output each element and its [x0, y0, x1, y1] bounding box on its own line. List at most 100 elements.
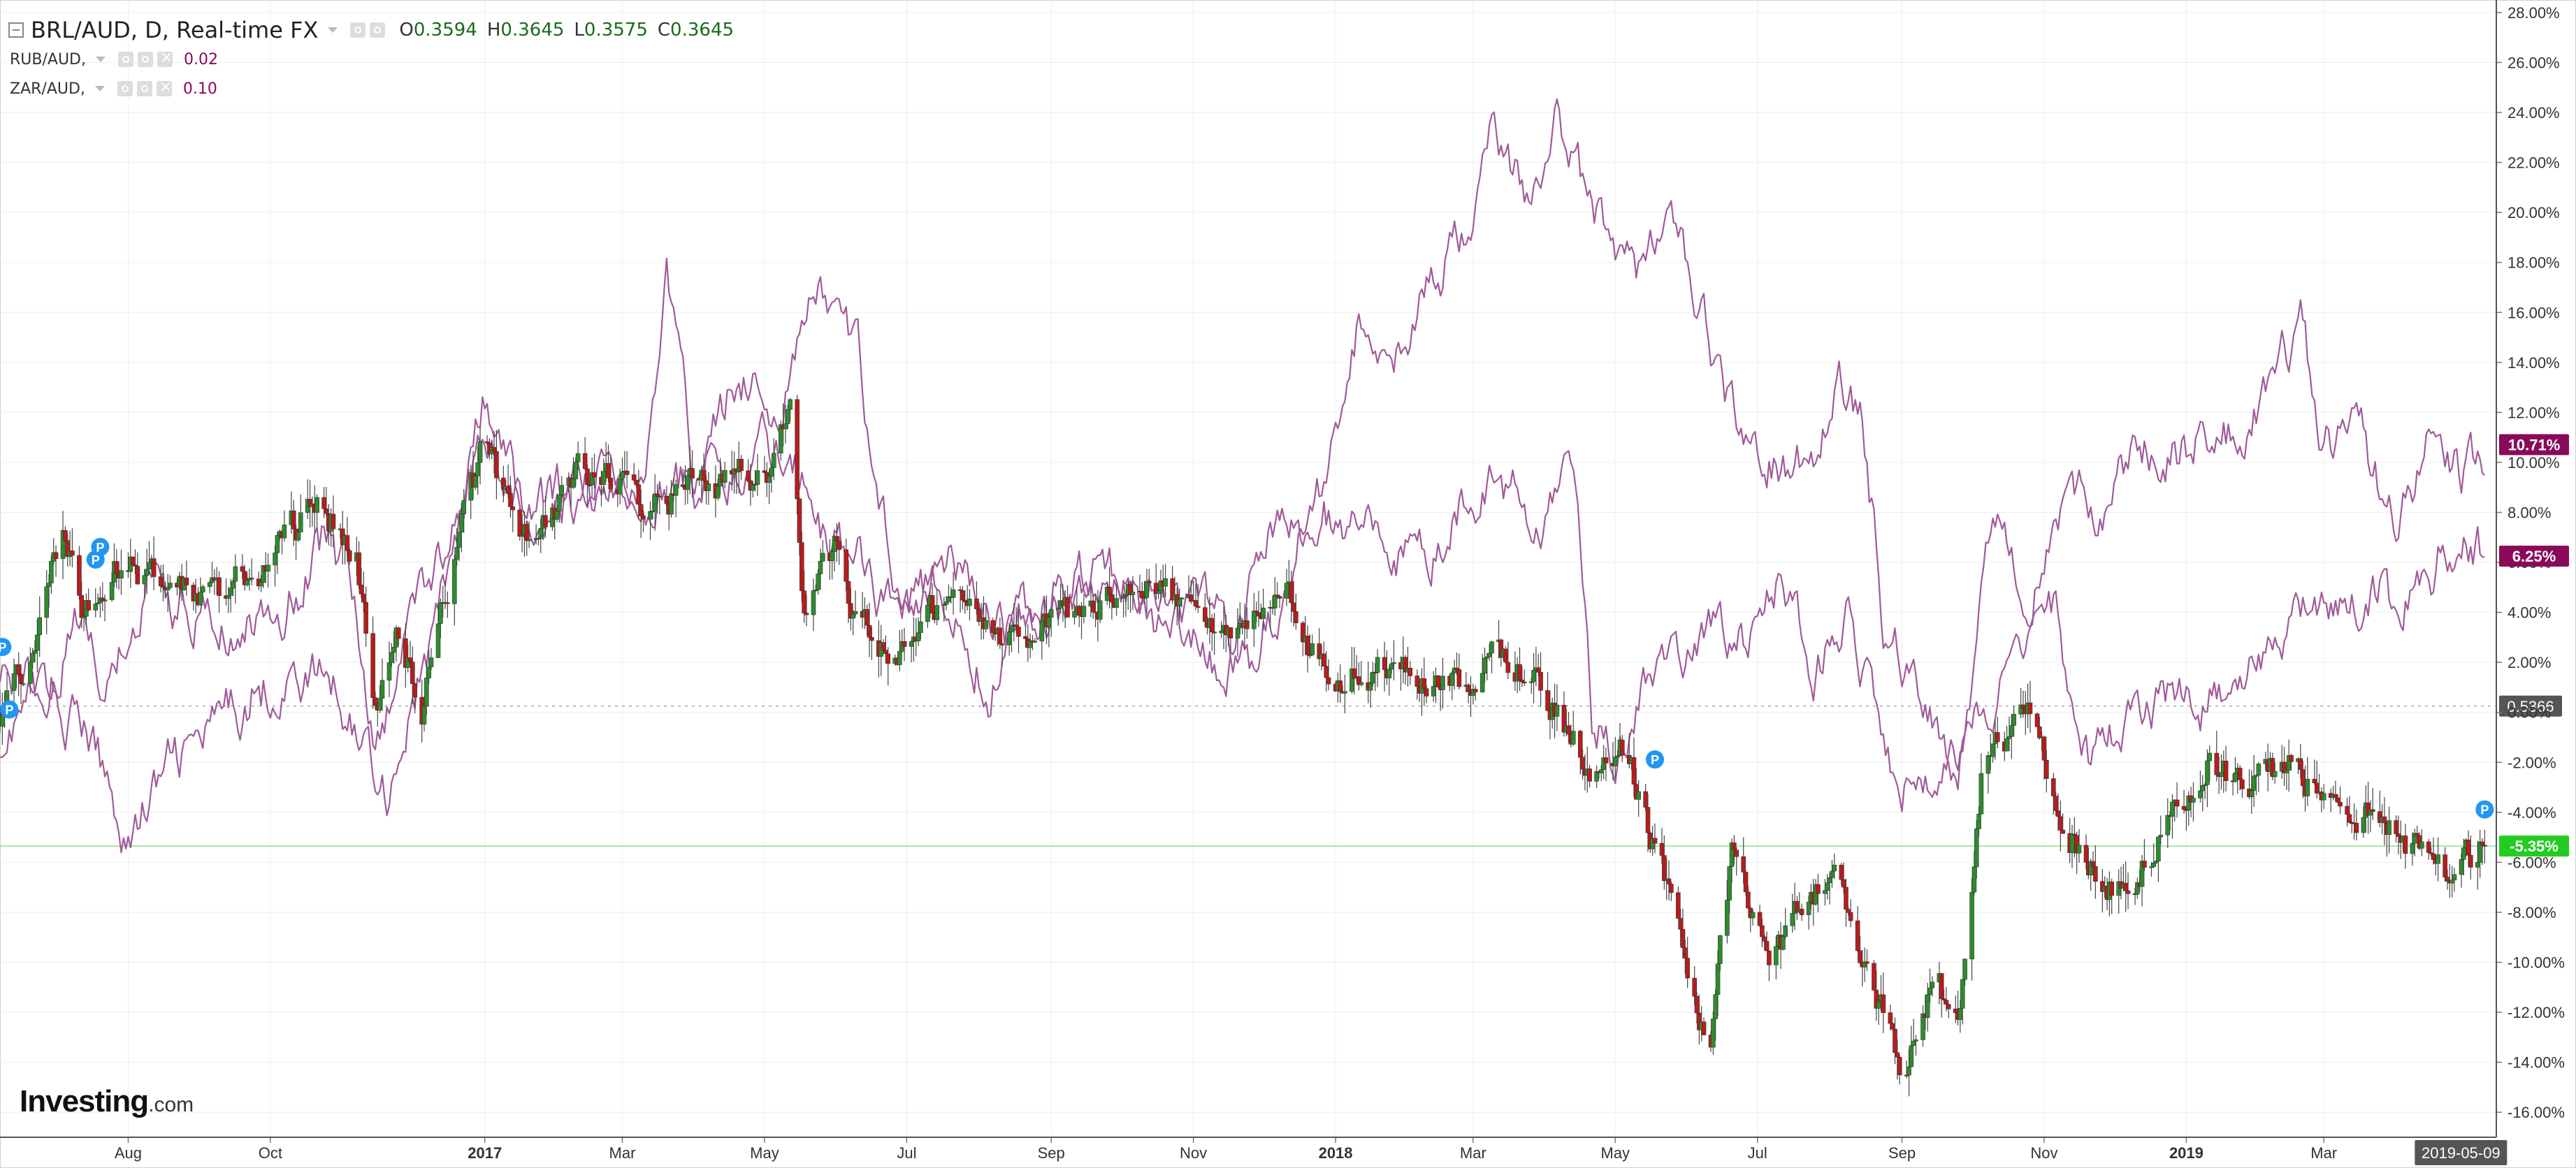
candle-body: [990, 620, 996, 634]
candle-body: [739, 458, 744, 472]
ohlc-open: O0.3594: [399, 20, 477, 41]
candle-body: [916, 632, 921, 641]
candle-body: [2237, 768, 2243, 780]
candle-body: [2251, 775, 2257, 791]
candle: [1489, 641, 1494, 674]
candle-body: [2410, 843, 2415, 854]
close-icon[interactable]: [156, 78, 172, 96]
candle: [70, 528, 75, 568]
candle: [1741, 837, 1746, 884]
candle-body: [1156, 590, 1161, 594]
candle-body: [435, 623, 441, 658]
candle: [943, 596, 949, 611]
candle: [799, 531, 804, 602]
candle-body: [1946, 1004, 1951, 1009]
candle-body: [1587, 768, 1592, 782]
candle: [53, 545, 59, 577]
candle-body: [2426, 841, 2431, 853]
event-marker-label: P: [0, 641, 6, 655]
candle-body: [1978, 773, 1984, 815]
candle: [184, 560, 189, 596]
collapse-icon[interactable]: [8, 22, 24, 38]
candle-body: [2125, 890, 2131, 894]
eye-icon[interactable]: [350, 22, 366, 38]
chevron-down-icon[interactable]: [95, 57, 106, 62]
candle-body: [1424, 688, 1429, 696]
candle-body: [1193, 600, 1199, 607]
candle: [510, 503, 516, 532]
candle-body: [2482, 845, 2487, 847]
candle-body: [799, 542, 804, 592]
candle: [1284, 569, 1289, 606]
candle-body: [1289, 581, 1294, 604]
chevron-down-icon[interactable]: [328, 27, 338, 33]
candle-body: [685, 475, 690, 490]
close-icon[interactable]: [157, 49, 173, 67]
candle: [1273, 577, 1278, 616]
candle-body: [1971, 866, 1977, 893]
candle-body: [2466, 840, 2471, 856]
candle-body: [2412, 833, 2417, 844]
candle-body: [2123, 882, 2129, 891]
candle-body: [2142, 861, 2147, 868]
candle-body: [1391, 662, 1396, 664]
candle: [706, 472, 711, 506]
candle-body: [1615, 755, 1620, 758]
candle-body: [1107, 587, 1112, 595]
candle: [1072, 604, 1077, 625]
candle-body: [837, 540, 841, 550]
candle-body: [77, 555, 82, 596]
chevron-down-icon[interactable]: [94, 86, 105, 92]
candle: [100, 582, 106, 611]
candle-body: [1858, 950, 1862, 963]
gear-icon[interactable]: [370, 22, 386, 38]
gear-icon[interactable]: [137, 52, 153, 67]
candle-body: [142, 575, 147, 585]
last-value-tag-label: 6.25%: [2512, 548, 2556, 565]
candle: [1612, 736, 1618, 779]
event-marker: P: [2475, 800, 2494, 819]
symbol-title[interactable]: BRL/AUD, D, Real-time FX: [31, 17, 319, 43]
candle-body: [505, 486, 511, 494]
candle-body: [592, 472, 597, 478]
candle-body: [1990, 743, 1995, 757]
candle-body: [2461, 847, 2466, 860]
candle: [370, 616, 375, 709]
indicator-name[interactable]: RUB/AUD,: [10, 50, 86, 68]
eye-icon[interactable]: [117, 81, 133, 96]
candle-body: [2347, 814, 2352, 823]
y-tick-label: -2.00%: [2508, 754, 2556, 771]
candle: [1844, 878, 1848, 927]
candle-body: [999, 643, 1005, 645]
investing-logo[interactable]: Investing.com: [20, 1084, 194, 1119]
candle-body: [851, 613, 855, 619]
candle: [51, 538, 57, 565]
candle-body: [421, 706, 427, 725]
gear-icon[interactable]: [136, 81, 152, 96]
candle-body: [1925, 994, 1930, 1018]
candle: [967, 589, 972, 621]
candle-body: [1939, 973, 1944, 1000]
candle: [739, 455, 744, 480]
candle: [1256, 590, 1261, 627]
candle: [2370, 788, 2375, 821]
eye-icon[interactable]: [117, 52, 133, 67]
candle: [617, 468, 623, 505]
candle-body: [2153, 861, 2159, 863]
series-line-1: [0, 98, 2486, 854]
candle: [1163, 564, 1168, 597]
candle: [974, 581, 979, 615]
indicator-name[interactable]: ZAR/AUD,: [10, 80, 85, 98]
candle: [1252, 592, 1257, 648]
candle: [421, 696, 427, 732]
candle: [1971, 851, 1977, 896]
candle-body: [231, 581, 236, 589]
candle-body: [1881, 994, 1886, 1014]
candle: [869, 627, 874, 660]
series-line-2: [0, 411, 2485, 812]
candle-body: [321, 497, 326, 509]
candle: [86, 588, 92, 612]
